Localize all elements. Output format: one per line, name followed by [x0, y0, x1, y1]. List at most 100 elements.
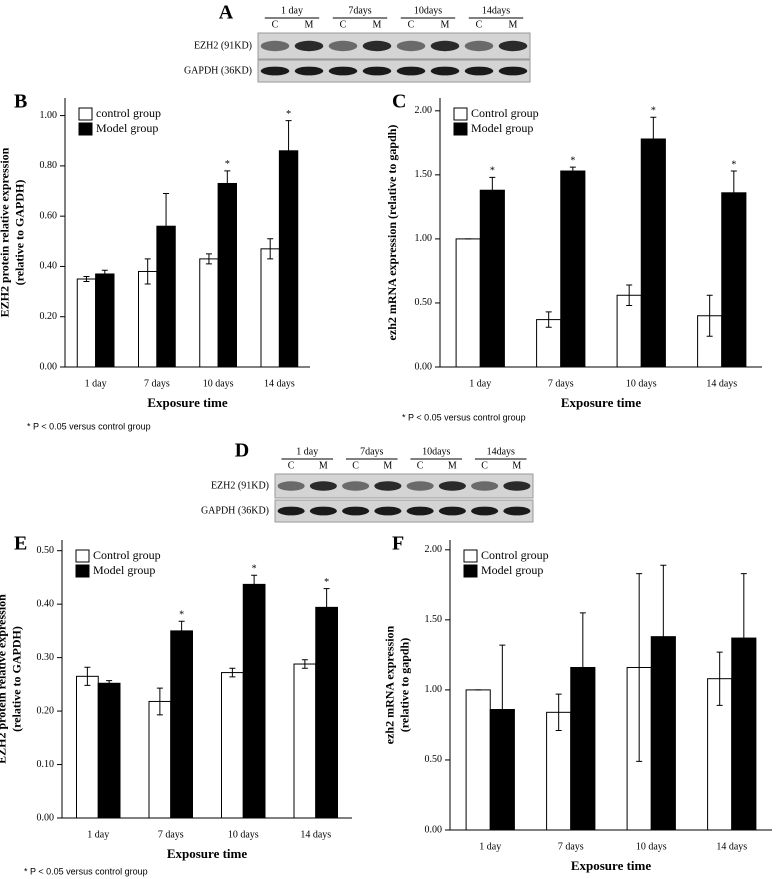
error-bar — [636, 573, 643, 762]
y-tick-label: 2.00 — [425, 544, 443, 555]
error-bar — [323, 588, 330, 627]
y-axis-title: ezh2 mRNA expression — [382, 625, 396, 744]
lane-label: C — [408, 19, 415, 30]
lane-label: C — [481, 460, 488, 471]
blot-strip — [257, 59, 531, 83]
error-bar — [229, 667, 236, 678]
blot-band — [464, 66, 494, 76]
lane-label: M — [448, 460, 457, 471]
blot-band — [309, 506, 337, 516]
bar — [560, 170, 586, 368]
y-tick-label: 2.00 — [415, 105, 433, 116]
blot-band — [362, 40, 392, 52]
legend-label: Model group — [93, 563, 155, 577]
x-axis-title: Exposure time — [147, 395, 228, 410]
blot-band — [277, 506, 305, 516]
lane-label: M — [512, 460, 521, 471]
y-tick-label: 0.40 — [37, 598, 55, 609]
blot-band — [374, 506, 402, 516]
x-tick-label: 14 days — [716, 841, 747, 852]
error-bar — [101, 269, 108, 279]
x-tick-label: 1 day — [479, 841, 501, 852]
legend-swatch — [75, 564, 90, 578]
legend-label: Model group — [96, 121, 158, 135]
y-tick-label: 0.50 — [425, 754, 443, 765]
y-tick-label: 0.30 — [37, 652, 55, 663]
blot-band — [362, 66, 392, 76]
significance-mark: * — [570, 155, 575, 166]
footnote: * P < 0.05 versus control group — [402, 412, 526, 422]
y-tick-label: 1.00 — [415, 233, 433, 244]
significance-mark: * — [252, 564, 257, 575]
blot-band — [328, 40, 358, 52]
blot-band — [464, 40, 494, 52]
x-tick-label: 1 day — [469, 378, 491, 389]
y-tick-label: 0.00 — [415, 361, 433, 372]
y-tick-label: 0.00 — [40, 361, 58, 372]
significance-mark: * — [225, 159, 230, 170]
legend-swatch — [78, 107, 93, 121]
y-tick-label: 1.00 — [425, 684, 443, 695]
error-bar — [740, 573, 747, 704]
error-bar — [579, 612, 586, 723]
lane-group: 14days — [487, 446, 515, 457]
lane-label: M — [373, 19, 382, 30]
y-tick-label: 0.50 — [37, 545, 55, 556]
blot-row-label: EZH2 (91KD) — [194, 40, 252, 51]
error-bar — [489, 176, 496, 204]
blot-band — [471, 506, 499, 516]
y-axis-title: ezh2 mRNA expression (relative to gapdh) — [385, 125, 399, 341]
panel-letter: F — [392, 533, 404, 555]
bar — [260, 248, 280, 368]
lane-label: C — [340, 19, 347, 30]
bar — [616, 294, 642, 368]
error-bar — [626, 284, 633, 307]
x-tick-label: 14 days — [706, 378, 737, 389]
bar — [199, 258, 219, 368]
y-tick-label: 0.20 — [37, 705, 55, 716]
error-bar — [301, 659, 308, 669]
blot-band — [503, 481, 531, 491]
legend-swatch — [75, 549, 90, 563]
y-tick-label: 0.10 — [37, 759, 55, 770]
x-tick-label: 14 days — [264, 378, 295, 389]
lane-group: 10days — [414, 5, 442, 16]
blot-band — [396, 66, 426, 76]
lane-group: 14days — [482, 5, 510, 16]
significance-mark: * — [490, 166, 495, 177]
y-axis-title: (relative to GAPDH) — [12, 180, 26, 286]
y-axis-title: (relative to gapdh) — [397, 638, 411, 732]
bar — [278, 150, 299, 368]
x-axis-title: Exposure time — [561, 395, 642, 410]
error-bar — [555, 693, 562, 732]
blot-band — [471, 481, 499, 491]
legend-swatch — [78, 122, 93, 136]
bar — [170, 630, 193, 819]
error-bar — [178, 620, 185, 642]
blot-band — [503, 506, 531, 516]
lane-group: 7days — [360, 446, 383, 457]
error-bar — [163, 193, 170, 260]
blot-band — [498, 66, 528, 76]
blot-band — [294, 40, 324, 52]
blot-band — [438, 481, 466, 491]
lane-group: 1 day — [281, 5, 303, 16]
footnote: * P < 0.05 versus control group — [27, 421, 151, 431]
error-bar — [251, 574, 258, 594]
bar — [721, 192, 747, 368]
y-axis-title: EZH2 protein relative expression — [0, 147, 11, 317]
significance-mark: * — [731, 159, 736, 170]
blot-band — [438, 506, 466, 516]
blot-band — [328, 66, 358, 76]
significance-mark: * — [651, 106, 656, 117]
x-tick-label: 1 day — [85, 378, 107, 389]
lane-group: 1 day — [296, 446, 318, 457]
lane-label: M — [305, 19, 314, 30]
lane-label: C — [352, 460, 359, 471]
y-tick-label: 0.60 — [40, 210, 58, 221]
blot-row-label: GAPDH (36KD) — [201, 505, 269, 516]
lane-label: M — [319, 460, 328, 471]
error-bar — [545, 311, 552, 328]
legend-label: Control group — [481, 548, 549, 562]
lane-group: 10days — [422, 446, 450, 457]
